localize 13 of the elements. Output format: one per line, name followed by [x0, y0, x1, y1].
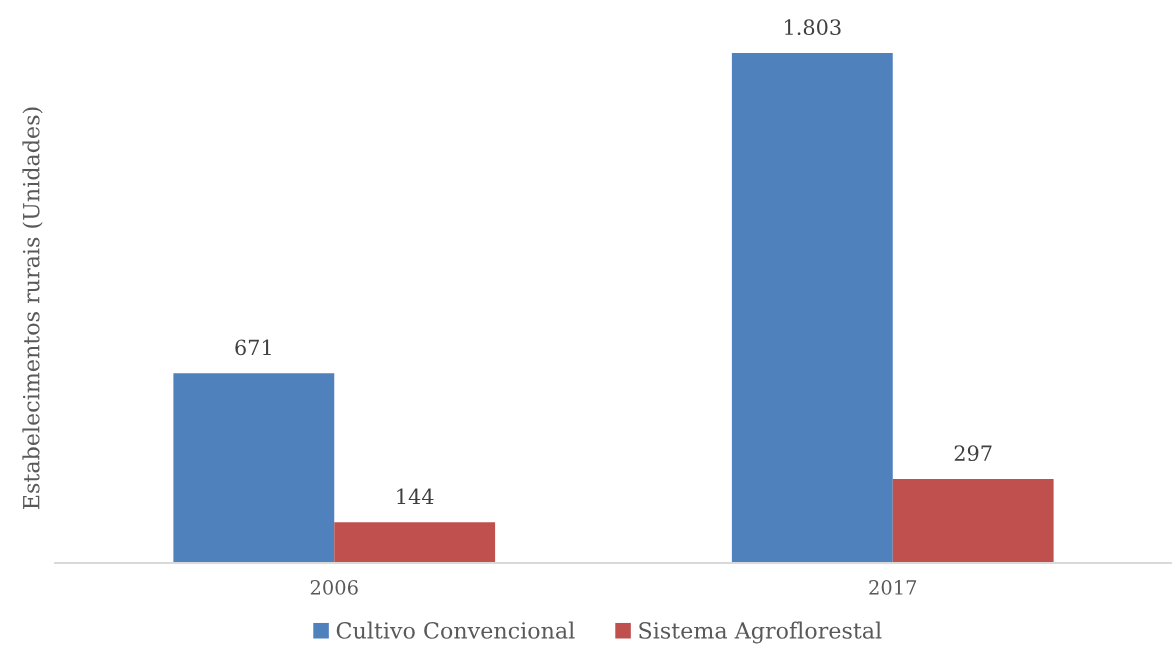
data-label: 671: [235, 339, 271, 356]
data-label: 1.803: [785, 19, 841, 36]
bar: [731, 53, 893, 563]
bar: [173, 373, 335, 563]
data-label: 297: [954, 445, 992, 462]
y-axis-title: Estabelecimentos rurais (Unidades): [22, 107, 43, 509]
data-label: 144: [397, 488, 434, 505]
bar: [892, 478, 1054, 563]
x-tick-label: 2006: [310, 580, 358, 595]
legend-label: Cultivo Convencional: [336, 621, 575, 639]
bar: [334, 522, 496, 563]
legend-label: Sistema Agroflorestal: [639, 621, 882, 644]
x-tick-label: 2017: [869, 580, 917, 595]
